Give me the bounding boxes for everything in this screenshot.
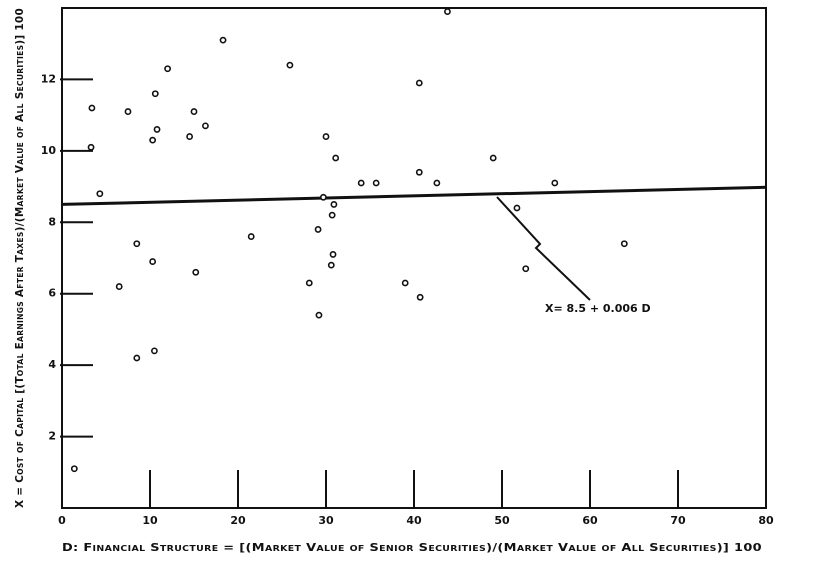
data-point — [551, 179, 559, 187]
data-point — [433, 179, 441, 187]
data-point — [444, 8, 451, 15]
x-tick-label: 0 — [58, 514, 66, 527]
data-point — [315, 311, 323, 319]
x-tick-label: 70 — [670, 514, 686, 527]
data-point — [88, 104, 96, 112]
data-point — [286, 61, 294, 69]
data-point — [202, 122, 209, 130]
data-point — [416, 293, 424, 301]
data-point — [87, 143, 95, 151]
x-tick-label: 10 — [142, 514, 158, 527]
y-tick-label: 12 — [41, 72, 56, 85]
data-point — [305, 279, 313, 287]
data-point — [522, 265, 530, 273]
data-point — [247, 233, 255, 240]
data-point — [357, 179, 365, 187]
data-point — [115, 283, 123, 290]
data-point — [124, 108, 132, 115]
x-tick-label: 40 — [406, 514, 422, 527]
data-point — [322, 133, 330, 140]
data-point — [401, 279, 409, 287]
x-tick-label: 20 — [230, 514, 246, 527]
data-point — [192, 268, 200, 276]
x-axis-label: D: Financial Structure = [(Market Value … — [62, 541, 762, 554]
y-tick-label: 8 — [48, 215, 56, 228]
fit-equation: X= 8.5 + 0.006 D — [545, 302, 651, 315]
data-point — [372, 179, 380, 187]
data-point — [513, 204, 521, 212]
data-point — [219, 36, 227, 44]
data-point — [133, 354, 141, 362]
data-point — [319, 193, 327, 201]
data-point — [332, 154, 340, 162]
data-point — [327, 261, 335, 269]
x-tick-label: 30 — [318, 514, 334, 527]
data-point — [186, 133, 193, 140]
plot-frame — [61, 7, 767, 509]
y-tick-label: 6 — [48, 287, 56, 300]
data-point — [314, 226, 322, 233]
data-point — [489, 154, 497, 162]
data-point — [328, 211, 336, 219]
data-point — [329, 251, 337, 258]
data-point — [151, 90, 159, 98]
data-point — [415, 79, 423, 87]
y-tick-label: 2 — [48, 430, 56, 443]
x-tick-label: 50 — [494, 514, 510, 527]
data-point — [153, 126, 161, 133]
data-point — [150, 347, 158, 355]
data-point — [330, 201, 338, 208]
x-tick-label: 80 — [758, 514, 774, 527]
data-point — [164, 65, 171, 73]
y-axis-label: X = Cost of Capital [(Total Earnings Aft… — [13, 8, 26, 508]
x-tick-label: 60 — [582, 514, 598, 527]
y-tick-label: 4 — [48, 358, 56, 371]
data-point — [70, 465, 78, 473]
data-point — [149, 136, 157, 144]
y-tick-label: 10 — [41, 144, 57, 157]
data-point — [620, 240, 628, 248]
fit-line — [61, 185, 767, 206]
data-point — [190, 108, 198, 115]
data-point — [133, 240, 141, 248]
data-point — [415, 168, 423, 176]
annotation-leader — [496, 196, 591, 301]
data-point — [149, 258, 157, 265]
data-point — [96, 190, 104, 198]
